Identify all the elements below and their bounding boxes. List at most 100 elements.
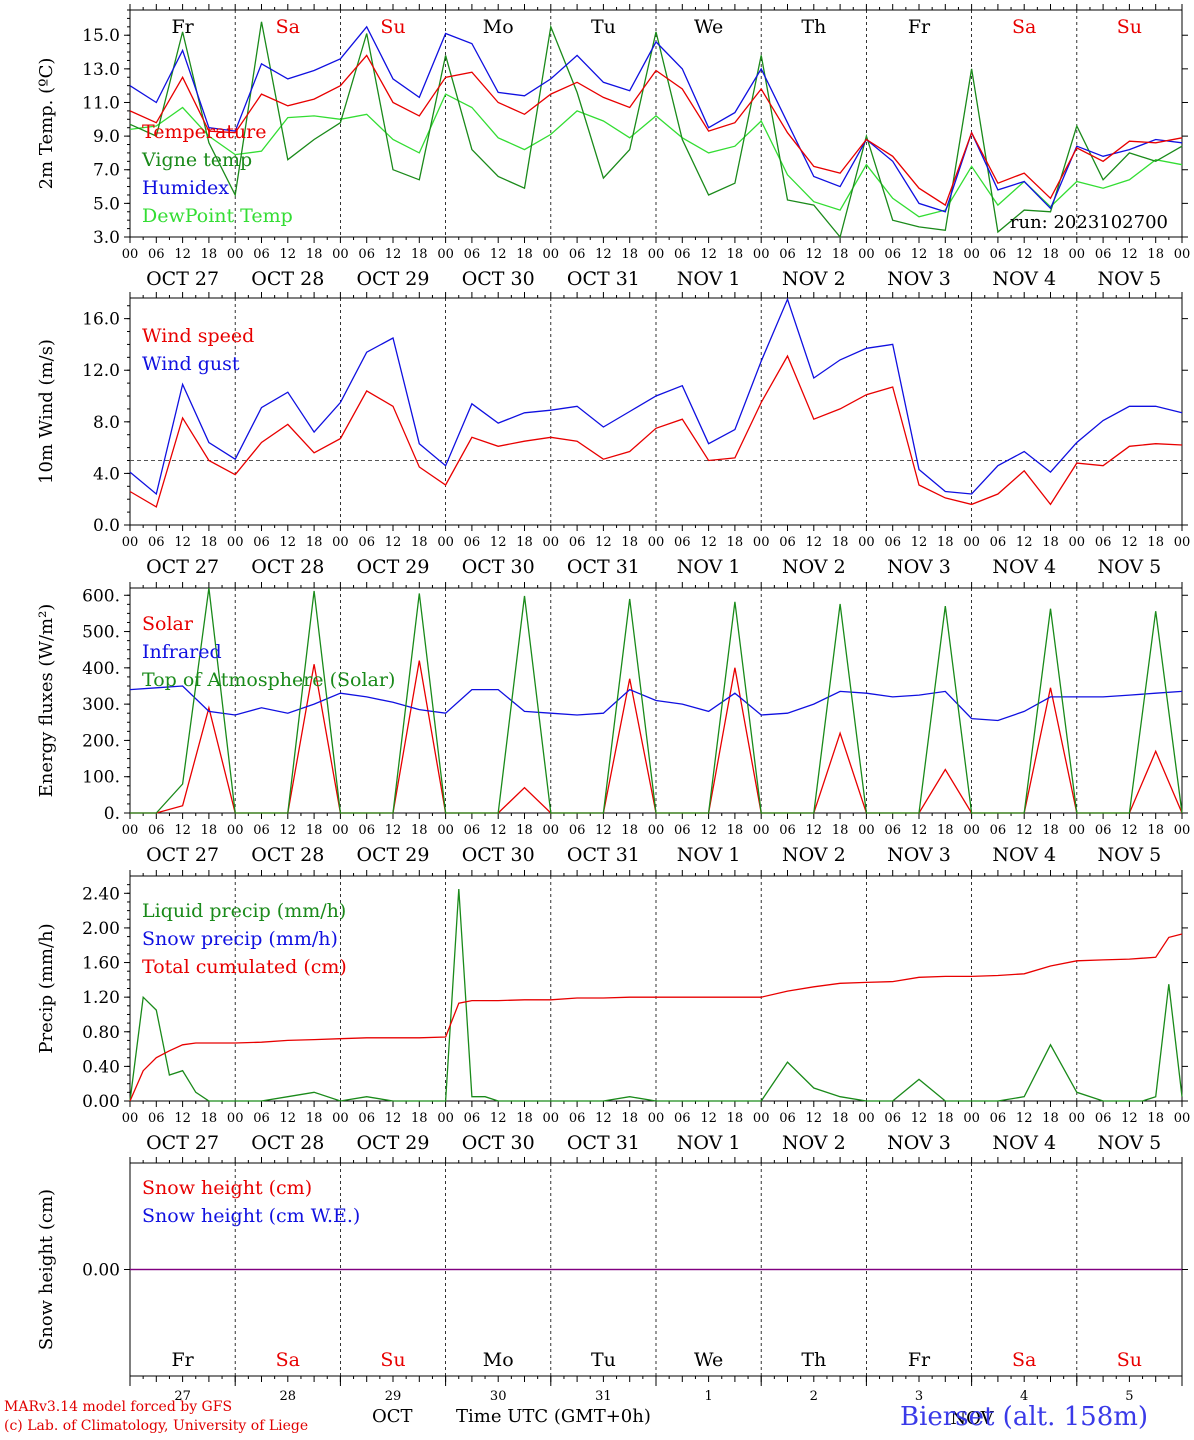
day-of-week-label: Mo <box>483 1349 514 1371</box>
hour-tick-label: 18 <box>1042 247 1059 262</box>
hour-tick-label: 18 <box>937 535 954 550</box>
hour-tick-label: 18 <box>832 247 849 262</box>
day-of-week-label: Fr <box>908 1349 931 1371</box>
hour-tick-label: 18 <box>727 535 744 550</box>
day-of-week-label: Su <box>380 1349 405 1371</box>
hour-tick-label: 18 <box>201 247 218 262</box>
footer-month-nov: NOV <box>950 1408 994 1429</box>
hour-tick-label: 00 <box>753 823 770 838</box>
hour-tick-label: 12 <box>174 1111 191 1126</box>
hour-tick-label: 12 <box>280 1111 297 1126</box>
y-tick-label: 1.60 <box>82 954 120 974</box>
hour-tick-label: 00 <box>963 535 980 550</box>
y-tick-label: 16.0 <box>82 310 120 330</box>
date-label: OCT 31 <box>567 844 640 866</box>
y-tick-label: 5.0 <box>93 194 120 214</box>
hour-tick-label: 12 <box>700 1111 717 1126</box>
hour-tick-label: 06 <box>1095 535 1112 550</box>
series-line-dewpoint-temp <box>129 93 1183 218</box>
panel-3: 0. 100. 200. 300. 400. 500. 600. Energy fluxes … <box>36 582 1190 866</box>
day-of-week-label: We <box>694 16 723 38</box>
hour-tick-label: 18 <box>306 535 323 550</box>
date-label: OCT 30 <box>462 844 535 866</box>
date-label: OCT 27 <box>146 556 219 578</box>
day-number-label: 29 <box>385 1389 402 1404</box>
hour-tick-label: 18 <box>306 247 323 262</box>
y-tick-label: 2.00 <box>82 919 120 939</box>
hour-tick-label: 06 <box>569 247 586 262</box>
day-of-week-label: Su <box>1117 16 1142 38</box>
hour-tick-label: 00 <box>227 247 244 262</box>
hour-tick-label: 00 <box>753 247 770 262</box>
hour-tick-label: 18 <box>1042 1111 1059 1126</box>
hour-tick-label: 00 <box>1069 823 1086 838</box>
day-number-label: 28 <box>280 1389 297 1404</box>
y-tick-label: 2.40 <box>82 884 120 904</box>
hour-tick-label: 12 <box>806 535 823 550</box>
date-label: OCT 31 <box>567 268 640 290</box>
legend-entry: Liquid precip (mm/h) <box>142 900 346 922</box>
hour-tick-label: 06 <box>990 823 1007 838</box>
date-label: OCT 29 <box>356 268 429 290</box>
hour-tick-label: 18 <box>411 1111 428 1126</box>
day-number-label: 31 <box>595 1389 612 1404</box>
date-label: OCT 28 <box>251 268 324 290</box>
hour-tick-label: 00 <box>1174 535 1191 550</box>
hour-tick-label: 12 <box>1016 823 1033 838</box>
day-of-week-label: Th <box>801 1349 826 1371</box>
legend-entry: Total cumulated (cm) <box>142 956 347 978</box>
hour-tick-label: 12 <box>911 247 928 262</box>
date-label: OCT 31 <box>567 556 640 578</box>
hour-tick-label: 00 <box>543 535 560 550</box>
hour-tick-label: 18 <box>621 823 638 838</box>
hour-tick-label: 00 <box>858 247 875 262</box>
hour-tick-label: 06 <box>884 823 901 838</box>
hour-tick-label: 06 <box>884 247 901 262</box>
hour-tick-label: 12 <box>806 823 823 838</box>
hour-tick-label: 18 <box>516 247 533 262</box>
hour-tick-label: 18 <box>516 1111 533 1126</box>
hour-tick-label: 06 <box>358 535 375 550</box>
day-of-week-label: Mo <box>483 16 514 38</box>
hour-tick-label: 06 <box>779 1111 796 1126</box>
hour-tick-label: 06 <box>990 535 1007 550</box>
hour-tick-label: 00 <box>1174 247 1191 262</box>
y-tick-label: 600. <box>82 586 120 606</box>
hour-tick-label: 18 <box>516 535 533 550</box>
hour-tick-label: 12 <box>806 247 823 262</box>
hour-tick-label: 18 <box>1042 823 1059 838</box>
panel-1: 3.0 5.0 7.0 9.0 11.0 13.0 15.0 2m Temp. (ºC) Tem… <box>36 4 1190 290</box>
y-tick-label: 3.0 <box>93 228 120 248</box>
series-line-temperature <box>129 54 1183 207</box>
hour-tick-label: 00 <box>858 823 875 838</box>
hour-tick-label: 12 <box>1016 247 1033 262</box>
hour-tick-label: 12 <box>490 823 507 838</box>
panel-5: 0.00 Snow height (cm) Snow height (cm) Snow… <box>36 1157 1188 1382</box>
day-of-week-label: We <box>694 1349 723 1371</box>
date-label: OCT 29 <box>356 1132 429 1154</box>
date-label: OCT 27 <box>146 1132 219 1154</box>
legend-entry: Top of Atmosphere (Solar) <box>142 669 395 691</box>
hour-tick-label: 00 <box>332 535 349 550</box>
y-tick-label: 12.0 <box>82 361 120 381</box>
hour-tick-label: 00 <box>1069 1111 1086 1126</box>
hour-tick-label: 06 <box>569 535 586 550</box>
hour-tick-label: 00 <box>227 535 244 550</box>
hour-tick-label: 18 <box>1147 823 1164 838</box>
hour-tick-label: 18 <box>727 1111 744 1126</box>
y-axis-label: Precip (mm/h) <box>36 923 57 1053</box>
day-number-label: 1 <box>704 1389 712 1404</box>
date-label: NOV 5 <box>1098 1132 1162 1154</box>
hour-tick-label: 12 <box>174 823 191 838</box>
hour-tick-label: 18 <box>411 247 428 262</box>
day-of-week-label: Fr <box>908 16 931 38</box>
hour-tick-label: 06 <box>148 823 165 838</box>
hour-tick-label: 18 <box>832 823 849 838</box>
hour-tick-label: 06 <box>990 1111 1007 1126</box>
hour-tick-label: 00 <box>543 1111 560 1126</box>
day-number-label: 3 <box>915 1389 923 1404</box>
y-tick-label: 100. <box>82 768 120 788</box>
date-label: NOV 2 <box>782 1132 846 1154</box>
hour-tick-label: 18 <box>306 1111 323 1126</box>
